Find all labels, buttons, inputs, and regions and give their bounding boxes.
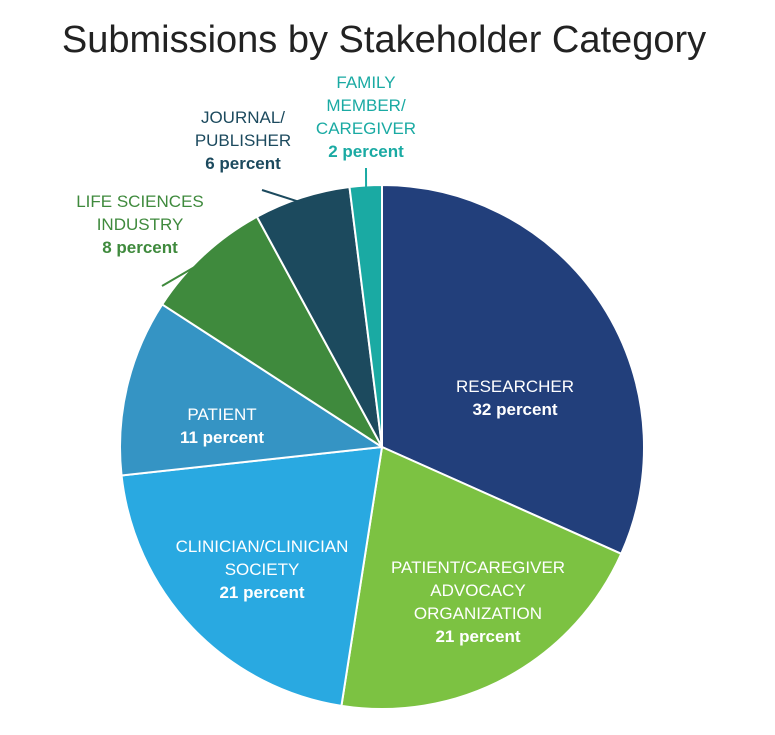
- slice-label-patient-caregiver-advocacy-organization: PATIENT/CAREGIVER ADVOCACY ORGANIZATION 21 …: [391, 558, 565, 646]
- slice-label-journal-publisher: JOURNAL/PUBLISHER 6 percent: [195, 108, 291, 173]
- slice-value-label: 8 percent: [102, 238, 178, 257]
- slice-label-line: INDUSTRY: [97, 215, 184, 234]
- slice-label-line: PUBLISHER: [195, 131, 291, 150]
- slice-label-line: ADVOCACY: [430, 581, 525, 600]
- leader-line-life-sciences-industry: [161, 258, 209, 287]
- leader-line-journal-publisher: [261, 189, 304, 205]
- chart-title: Submissions by Stakeholder Category: [62, 19, 706, 61]
- leader-lines: [161, 167, 368, 287]
- slice-value-label: 32 percent: [472, 400, 557, 419]
- slice-label-line: ORGANIZATION: [414, 604, 542, 623]
- slice-label-line: PATIENT: [187, 405, 256, 424]
- pie-slice-life-sciences-industry: [161, 215, 383, 448]
- slice-label-line: SOCIETY: [225, 560, 300, 579]
- slice-value-label: 6 percent: [205, 154, 281, 173]
- slice-label-line: PATIENT/CAREGIVER: [391, 558, 565, 577]
- pie-slices: [119, 184, 645, 710]
- pie-slice-patient: [119, 303, 383, 477]
- slice-value-label: 21 percent: [435, 627, 520, 646]
- pie-slice-clinician-clinician-society: [120, 446, 383, 707]
- slice-label-researcher: RESEARCHER 32 percent: [456, 377, 574, 419]
- slice-value-label: 11 percent: [180, 428, 264, 447]
- slice-labels: RESEARCHER 32 percent PATIENT/CAREGIVER ADV…: [76, 73, 574, 646]
- slice-label-life-sciences-industry: LIFE SCIENCES INDUSTRY 8 percent: [76, 192, 204, 257]
- slice-label-line: MEMBER/: [326, 96, 406, 115]
- slice-label-patient: PATIENT 11 percent: [180, 405, 264, 447]
- slice-label-line: LIFE SCIENCES: [76, 192, 204, 211]
- pie-slice-patient-caregiver-advocacy-organization: [340, 446, 623, 710]
- slice-value-label: 2 percent: [328, 142, 404, 161]
- slice-label-clinician-clinician-society: CLINICIAN/CLINICIAN SOCIETY 21 percent: [176, 537, 349, 602]
- slice-value-label: 21 percent: [219, 583, 304, 602]
- slice-label-line: CAREGIVER: [316, 119, 416, 138]
- slice-label-line: CLINICIAN/CLINICIAN: [176, 537, 349, 556]
- slice-label-line: JOURNAL/: [201, 108, 285, 127]
- slice-label-line: RESEARCHER: [456, 377, 574, 396]
- pie-slice-researcher: [381, 184, 645, 555]
- slice-label-family-member-caregiver: FAMILY MEMBER/CAREGIVER 2 percent: [316, 73, 416, 161]
- slice-label-line: FAMILY: [336, 73, 395, 92]
